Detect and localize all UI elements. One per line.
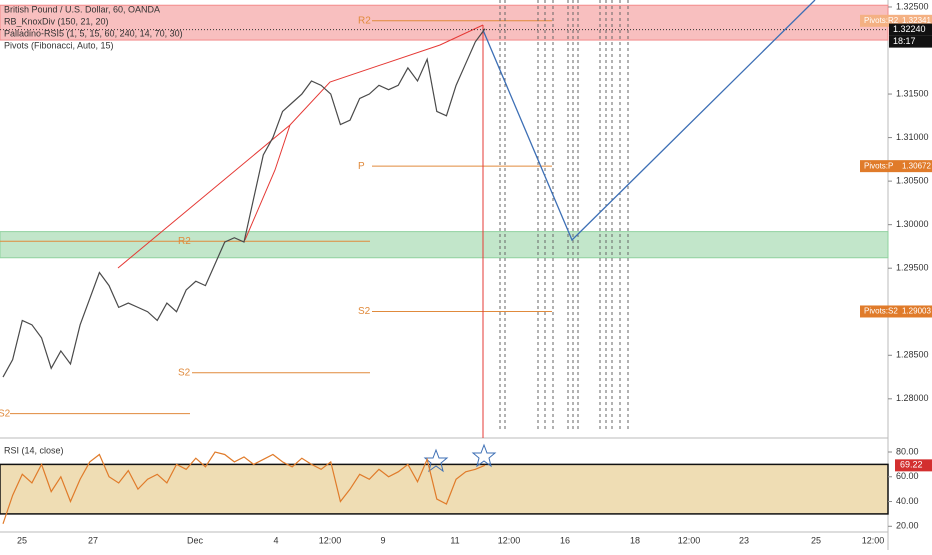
pivot-tag-box: [860, 160, 932, 173]
rsi-value-box: [895, 459, 932, 472]
pivot-name: S2: [0, 408, 11, 419]
projection-markers: [499, 0, 629, 432]
y-tick-label: 1.31500: [896, 88, 929, 98]
trend-line: [117, 24, 484, 269]
y-tick-label: 1.30500: [896, 175, 929, 185]
indicator-label: Palladino-RSI5 (1, 5, 15, 60, 240, 14, 7…: [4, 28, 183, 38]
pivot-name: P: [358, 161, 365, 172]
projection-path: [482, 0, 816, 242]
countdown: 18:17: [893, 36, 916, 46]
pivot-tag: Pivots:R2: [864, 16, 899, 25]
x-tick-label: 16: [560, 535, 570, 545]
pivot-name: R2: [178, 236, 191, 247]
symbol-title: British Pound / U.S. Dollar, 60, OANDA: [4, 4, 160, 14]
countdown-box: [889, 35, 932, 48]
pivot-name: S2: [358, 306, 371, 317]
star-marker: [423, 448, 449, 473]
x-tick-label: 23: [739, 535, 749, 545]
price-zone: [0, 231, 889, 259]
rsi-line: [2, 451, 486, 525]
y-tick-label: 1.29500: [896, 263, 929, 273]
pivot-name: S2: [178, 367, 191, 378]
x-tick-label: 25: [811, 535, 821, 545]
x-tick-label: 12:00: [319, 535, 342, 545]
x-tick-label: 12:00: [678, 535, 701, 545]
pivot-value: 1.29003: [902, 307, 931, 316]
y-tick-label: 1.31000: [896, 132, 929, 142]
price-zone: [0, 4, 889, 41]
y-tick-label: 60.00: [896, 471, 919, 481]
y-tick-label: 1.28500: [896, 350, 929, 360]
y-tick-label: 80.00: [896, 446, 919, 456]
y-tick-label: 40.00: [896, 496, 919, 506]
x-tick-label: Dec: [187, 535, 204, 545]
y-tick-label: 1.32500: [896, 1, 929, 11]
last-price-box: [889, 23, 932, 36]
x-tick-label: 4: [273, 535, 278, 545]
star-marker: [471, 443, 497, 468]
indicator-label: Pivots (Fibonacci, Auto, 15): [4, 40, 114, 50]
x-tick-label: 11: [450, 535, 459, 545]
pivot-tag: Pivots:P: [864, 161, 893, 170]
rsi-value: 69.22: [900, 460, 923, 470]
y-tick-label: 20.00: [896, 521, 919, 531]
pivot-value: 1.32341: [902, 16, 931, 25]
x-tick-label: 18: [630, 535, 640, 545]
trend-line: [244, 124, 291, 241]
pivot-value: 1.30672: [902, 161, 931, 170]
x-tick-label: 12:00: [498, 535, 521, 545]
rsi-title: RSI (14, close): [4, 445, 64, 455]
x-tick-label: 9: [380, 535, 385, 545]
pivot-tag: Pivots:S2: [864, 307, 898, 316]
rsi-band: [0, 463, 889, 515]
pivot-tag-box: [860, 305, 932, 318]
x-tick-label: 25: [17, 535, 27, 545]
indicator-label: RB_KnoxDiv (150, 21, 20): [4, 16, 109, 26]
x-tick-label: 12:00: [862, 535, 885, 545]
y-tick-label: 1.28000: [896, 393, 929, 403]
last-price: 1.32240: [893, 24, 926, 34]
x-tick-label: 27: [88, 535, 98, 545]
y-tick-label: 1.30000: [896, 219, 929, 229]
price-line: [2, 28, 486, 378]
pivot-name: R2: [358, 15, 371, 26]
